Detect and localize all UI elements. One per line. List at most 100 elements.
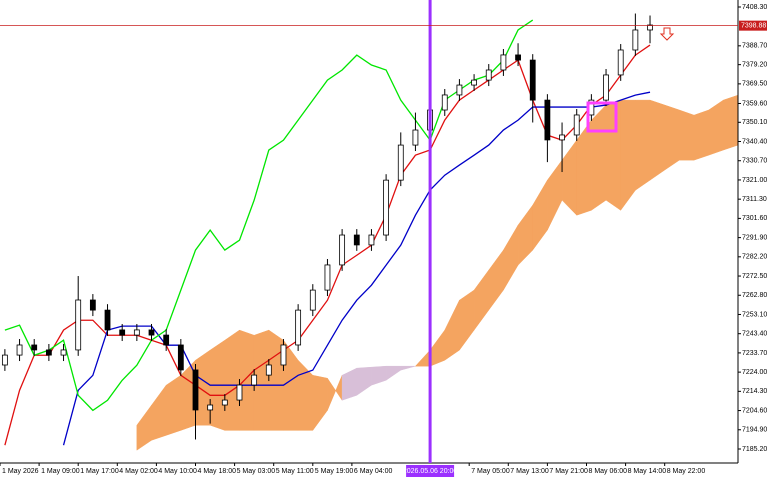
candle-body [397,144,404,181]
y-tick-label: 7388.70 [742,43,767,50]
candle-body [309,289,316,311]
candle-body [60,349,67,356]
y-tick-label: 7369.50 [742,81,767,88]
cloud-segment [679,109,695,161]
candle-body [265,364,272,376]
candle-body [16,344,23,356]
y-tick-label: 7272.50 [742,273,767,280]
candle-body [632,29,639,51]
x-tick-label: 8 May 06:00 [588,468,627,475]
y-tick-label: 7350.10 [742,119,767,126]
y-tick-label: 7282.20 [742,254,767,261]
candle-body [31,344,38,351]
x-tick-label: 5 May 03:00 [237,468,276,475]
y-tick-label: 7185.20 [742,446,767,453]
candle-body [515,54,521,61]
price-label-box [739,20,767,31]
candle-body [1,354,8,366]
y-tick-label: 7214.30 [742,388,767,395]
x-tick-label: 5 May 11:00 [276,468,314,475]
y-tick-label: 7194.90 [742,427,767,434]
candle-body [559,134,565,141]
x-tick-label: 1 May 09:00 [41,468,80,475]
indicator-line [4,44,651,446]
x-tick-label: 7 May 05:00 [471,468,510,475]
x-tick-label: 7 May 13:00 [510,468,549,475]
y-tick-label: 7301.60 [742,215,767,222]
y-tick-label: 7291.90 [742,234,767,241]
y-tick-label: 7321.00 [742,177,767,184]
candle-body [368,234,375,246]
candle-body [471,79,477,86]
y-tick-label: 7243.40 [742,331,767,338]
candle-body [383,179,390,236]
x-tick-label: 4 May 18:00 [197,468,236,475]
y-tick-label: 7233.70 [742,350,767,357]
x-tick-label: 4 May 02:00 [119,468,158,475]
y-tick-label: 7262.80 [742,292,767,299]
y-tick-label: 7408.30 [742,4,767,11]
candle-body [207,404,214,411]
y-tick-label: 7330.70 [742,158,767,165]
cloud-segment [224,329,240,431]
cloud-segment [693,109,709,161]
cloud-segment [723,94,739,151]
x-tick-label: 8 May 14:00 [628,468,667,475]
candle-body [163,334,170,346]
cloud-segment [165,374,182,436]
y-tick-label: 7379.20 [742,61,767,68]
cloud-segment [635,99,651,191]
cloud-segment [708,99,724,156]
candle-body [221,399,228,406]
candle-body [412,129,419,146]
candle-body [529,59,536,101]
candle-body [500,54,507,71]
candle-body [617,49,624,76]
y-tick-label: 7340.40 [742,138,767,145]
candle-body [353,234,360,246]
candle-body [280,344,287,366]
candle-body [192,369,199,411]
x-tick-label: 4 May 10:00 [158,468,197,475]
cursor-label: 2026.05.06 20:00 [403,468,458,475]
y-tick-label: 7311.30 [742,196,767,203]
x-tick-label: 5 May 19:00 [315,468,354,475]
y-tick-label: 7224.00 [742,369,767,376]
x-tick-label: 8 May 22:00 [667,468,706,475]
candle-body [148,329,155,336]
cloud-segment [664,104,680,171]
y-tick-label: 7253.10 [742,311,767,318]
x-tick-label: 1 May 2026 [2,468,39,475]
cursor-label-box [406,465,455,477]
candle-body [119,329,126,336]
cloud-segment [400,365,416,371]
candle-body [89,299,96,311]
y-tick-label: 7204.60 [742,407,767,414]
candle-body [104,309,111,331]
candle-body [573,114,580,136]
candle-body [295,309,302,346]
candle-body [485,69,492,81]
candle-body [441,94,448,111]
highlight-box [586,101,618,133]
candle-body [339,234,346,266]
x-tick-label: 7 May 21:00 [549,468,588,475]
x-tick-label: 6 May 04:00 [354,468,393,475]
candle-body [177,344,184,371]
candle-body [647,24,653,31]
candles [1,13,653,440]
candle-body [75,299,82,351]
cloud-segment [649,99,665,181]
cloud [136,94,739,451]
x-tick-label: 1 May 17:00 [80,468,119,475]
candle-body [603,74,609,101]
candle-body [456,84,463,96]
down-arrow [659,27,675,41]
price-label: 7398.88 [741,22,766,29]
candle-body [324,264,331,291]
candle-body [544,99,551,141]
